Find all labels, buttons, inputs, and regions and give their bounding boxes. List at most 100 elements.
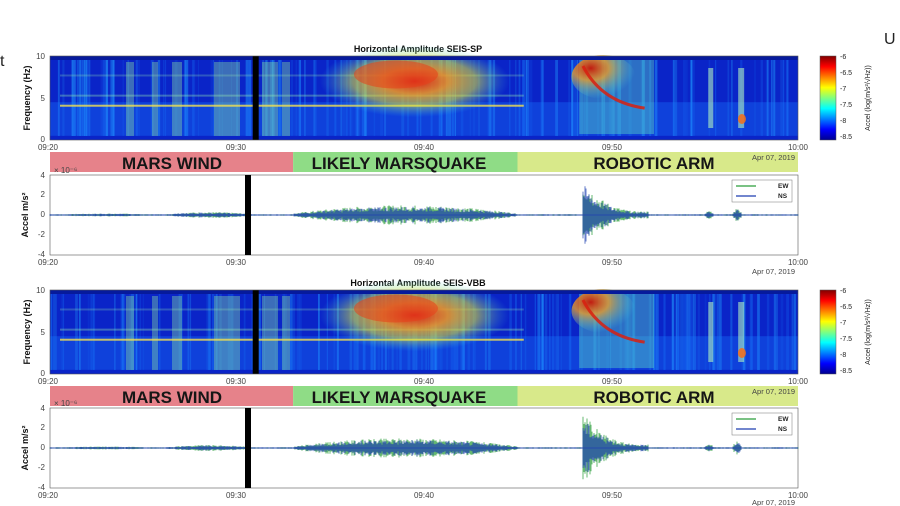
spectrogram-streak xyxy=(258,294,261,370)
spec-vbb-cbtick-6: -6 xyxy=(840,288,846,295)
spec-sp-cbtick-7: -7 xyxy=(840,86,846,93)
spectrogram-streak xyxy=(272,60,275,136)
wave-vbb-ytick-4: 4 xyxy=(41,404,46,413)
spectrogram-streak xyxy=(213,60,215,136)
spectrogram-streak xyxy=(62,60,65,136)
spectrogram-streak xyxy=(326,60,329,136)
spectrogram-streak xyxy=(89,294,93,370)
waveform-vbb-traces xyxy=(49,416,799,480)
spectrogram-streak xyxy=(79,294,81,370)
wave-vbb-xtick-0940: 09:40 xyxy=(414,491,435,500)
spectrogram-streak xyxy=(184,60,186,136)
spectrogram-streak xyxy=(518,60,521,136)
spectrogram-streak xyxy=(313,60,315,136)
spectrogram-streak xyxy=(624,294,626,370)
spectrogram-streak xyxy=(693,294,696,370)
spectrogram-streak xyxy=(757,294,760,370)
band-date-2: Apr 07, 2019 xyxy=(752,387,795,396)
spectrogram-vbb: Horizontal Amplitude SEIS-VBB 10 5 0 Fre… xyxy=(22,278,872,386)
spectrogram-streak xyxy=(628,60,631,136)
spectrogram-streak xyxy=(61,294,63,370)
spectrogram-streak xyxy=(731,60,733,136)
wave-vbb-ylabel: Accel m/s² xyxy=(20,425,30,470)
spectrogram-streak xyxy=(75,294,78,370)
spectrogram-streak xyxy=(585,60,589,136)
spectrogram-streak xyxy=(692,294,695,370)
spectrogram-streak xyxy=(192,60,195,136)
waveform-sp-gap xyxy=(245,175,251,255)
wave-sp-xtick-1000: 10:00 xyxy=(788,258,809,267)
spectrogram-streak xyxy=(576,60,579,136)
spectrogram-wind-band xyxy=(232,62,240,136)
band-label-likely-marsquake-1: LIKELY MARSQUAKE xyxy=(312,154,487,173)
spectrogram-streak xyxy=(79,60,82,136)
spec-vbb-xtick-0950: 09:50 xyxy=(602,377,623,386)
waveform-sp-traces xyxy=(49,186,799,244)
spec-vbb-xtick-0940: 09:40 xyxy=(414,377,435,386)
spectrogram-streak xyxy=(509,294,512,370)
spectrogram-sp-content xyxy=(50,45,798,140)
spectrogram-streak xyxy=(297,294,299,370)
spectrogram-streak xyxy=(314,60,317,136)
spectrogram-streak xyxy=(50,294,52,370)
spectrogram-streak xyxy=(289,294,292,370)
spectrogram-streak xyxy=(541,294,544,370)
spectrogram-streak xyxy=(295,60,298,136)
spectrogram-streak xyxy=(529,60,533,136)
spectrogram-streak xyxy=(158,294,161,370)
spectrogram-streak xyxy=(219,294,222,370)
spectrogram-sp: Horizontal Amplitude SEIS-SP 10 5 0 Freq… xyxy=(22,44,872,152)
waveform-vbb-gap xyxy=(245,408,251,488)
band-likely-marsquake-1 xyxy=(293,152,518,172)
spectrogram-wind-band xyxy=(152,62,158,136)
spectrogram-streak xyxy=(630,60,633,136)
spectrogram-streak xyxy=(282,294,286,370)
wave-sp-exponent: × 10⁻⁶ xyxy=(54,166,77,175)
spectrogram-streak xyxy=(544,294,548,370)
spectrogram-streak xyxy=(671,294,675,370)
spectrogram-streak xyxy=(578,60,581,136)
spectrogram-streak xyxy=(326,294,328,370)
spectrogram-marsquake-core xyxy=(353,294,438,323)
spectrogram-streak xyxy=(690,294,693,370)
spectrogram-streak xyxy=(680,294,684,370)
spectrogram-streak xyxy=(292,294,296,370)
spec-sp-ytick-10: 10 xyxy=(36,52,45,61)
spectrogram-streak xyxy=(136,294,138,370)
spectrogram-streak xyxy=(187,294,189,370)
spectrogram-streak xyxy=(174,60,178,136)
wave-vbb-ytick-2: 2 xyxy=(41,423,46,432)
spectrogram-streak xyxy=(760,60,763,136)
spectrogram-streak xyxy=(270,60,273,136)
spectrogram-streak xyxy=(77,60,79,136)
spectrogram-streak xyxy=(782,60,785,136)
spectrogram-streak xyxy=(579,294,581,370)
spectrogram-streak xyxy=(571,60,574,136)
spectrogram-streak xyxy=(629,294,633,370)
spectrogram-streak xyxy=(76,60,79,136)
spectrogram-streak xyxy=(210,60,214,136)
spectrogram-streak xyxy=(586,60,588,136)
spectrogram-streak xyxy=(766,294,770,370)
spec-sp-cblabel: Accel (log(m/s²/√Hz)) xyxy=(864,65,872,131)
wave-vbb-xtick-1000: 10:00 xyxy=(788,491,809,500)
spectrogram-streak xyxy=(780,60,782,136)
spectrogram-streak xyxy=(727,60,730,136)
spectrogram-wind-band xyxy=(214,296,232,370)
spectrogram-streak xyxy=(264,294,266,370)
spectrogram-streak xyxy=(518,60,520,136)
spectrogram-streak xyxy=(540,60,544,136)
spectrogram-streak xyxy=(568,294,572,370)
wave-sp-legend-ew: EW xyxy=(778,183,789,190)
spectrogram-streak xyxy=(218,60,221,136)
spectrogram-streak xyxy=(130,294,133,370)
spectrogram-wind-band xyxy=(126,62,134,136)
spectrogram-streak xyxy=(742,294,746,370)
spec-vbb-cbtick-7: -7 xyxy=(840,320,846,327)
spectrogram-streak xyxy=(678,294,682,370)
band-label-robotic-arm-2: ROBOTIC ARM xyxy=(593,388,714,407)
spec-sp-cbtick-8: -8 xyxy=(840,118,846,125)
spectrogram-streak xyxy=(619,294,622,370)
spectrogram-streak xyxy=(524,294,527,370)
